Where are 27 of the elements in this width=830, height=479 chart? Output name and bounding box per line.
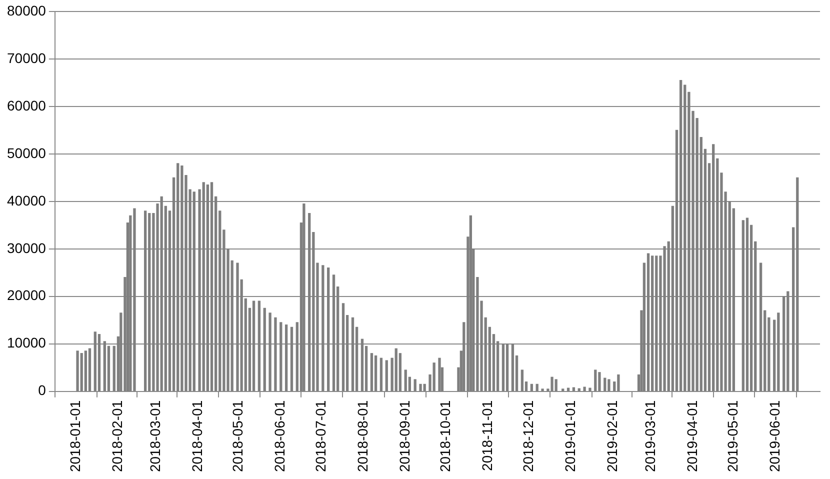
x-tick-label: 2018-06-01: [272, 400, 288, 472]
x-tick-label: 2019-01-01: [562, 400, 578, 472]
y-tick-label: 40000: [6, 192, 46, 208]
y-tick-label: 30000: [6, 240, 46, 256]
x-tick-label: 2019-04-01: [684, 400, 700, 472]
x-tick-label: 2019-02-01: [604, 400, 620, 472]
y-tick-label: 20000: [6, 287, 46, 304]
y-tick-label: 0: [38, 382, 46, 398]
x-tick-label: 2018-02-01: [109, 400, 126, 472]
x-tick-label: 2018-12-01: [520, 400, 536, 472]
x-tick-label: 2019-06-01: [766, 400, 783, 472]
x-tick-label: 2018-07-01: [312, 400, 328, 472]
x-tick-label: 2018-03-01: [147, 400, 164, 472]
x-tick-label: 2018-05-01: [230, 400, 246, 472]
x-tick-label: 2018-04-01: [189, 400, 206, 472]
x-tick-label: 2019-05-01: [724, 400, 741, 472]
y-tick-label: 60000: [6, 97, 46, 114]
x-tick-label: 2018-11-01: [479, 400, 496, 471]
y-tick-label: 10000: [6, 334, 46, 351]
y-tick-label: 70000: [6, 50, 46, 66]
x-tick-label: 2018-08-01: [354, 400, 370, 472]
x-tick-label: 2018-01-01: [67, 400, 84, 472]
x-tick-label: 2018-09-01: [396, 400, 412, 472]
y-tick-label: 80000: [6, 2, 46, 18]
x-tick-label: 2019-03-01: [642, 400, 658, 472]
y-tick-label: 50000: [6, 144, 46, 161]
x-tick-label: 2018-10-01: [437, 400, 454, 472]
